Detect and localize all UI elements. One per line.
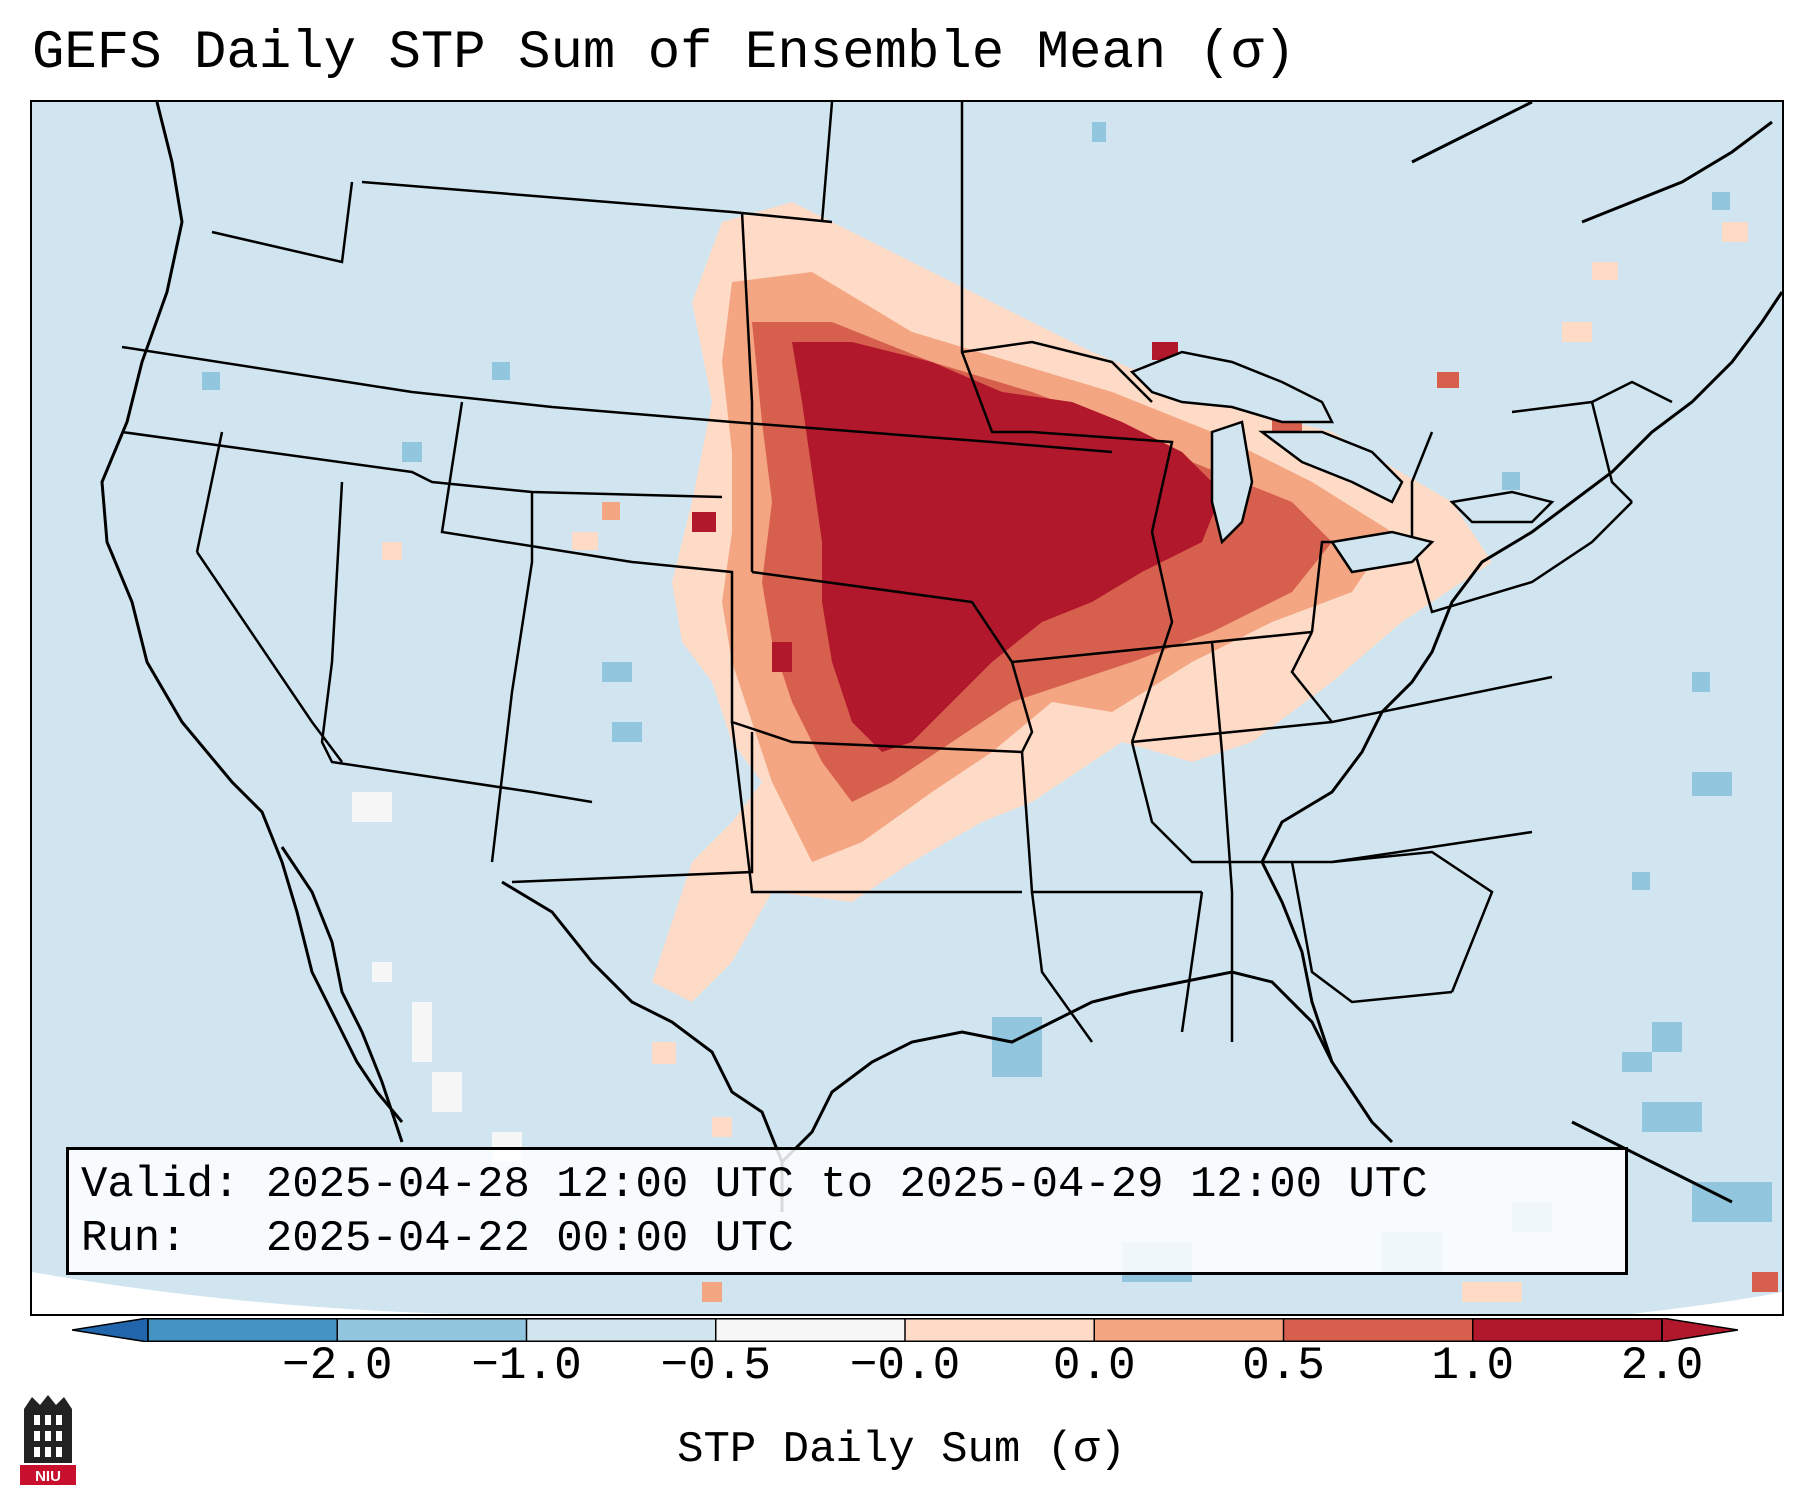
anomaly-field	[202, 122, 1778, 1302]
run-value: 2025-04-22 00:00 UTC	[265, 1214, 794, 1264]
valid-row: Valid: 2025-04-28 12:00 UTC to 2025-04-2…	[81, 1158, 1613, 1212]
projection-edge	[32, 1272, 452, 1314]
great-lakes	[1129, 350, 1555, 574]
colorbar-segment	[715, 1318, 905, 1342]
niu-logo-text: NIU	[35, 1468, 61, 1485]
colorbar	[72, 1318, 1738, 1342]
run-label: Run:	[81, 1214, 187, 1264]
niu-logo-band	[20, 1465, 76, 1485]
colorbar-segment	[1094, 1318, 1284, 1342]
colorbar-tick-label: −2.0	[282, 1340, 393, 1392]
valid-label: Valid:	[81, 1160, 240, 1210]
colorbar-segment	[337, 1318, 527, 1342]
colorbar-segment	[148, 1318, 338, 1342]
colorbar-extend-low	[72, 1318, 149, 1342]
chart-title: GEFS Daily STP Sum of Ensemble Mean (σ)	[32, 23, 1296, 84]
state-borders	[121, 102, 1673, 1043]
run-row: Run: 2025-04-22 00:00 UTC	[81, 1212, 1613, 1266]
map-canvas	[32, 102, 1782, 1314]
coastlines	[100, 102, 1782, 1212]
colorbar-ticks: −2.0 −1.0 −0.5 −0.0 0.0 0.5 1.0 2.0	[0, 1340, 1803, 1400]
colorbar-segment	[1283, 1318, 1473, 1342]
colorbar-segment	[1472, 1318, 1662, 1342]
colorbar-tick-label: 2.0	[1620, 1340, 1704, 1392]
colorbar-tick-label: −0.0	[849, 1340, 961, 1392]
map-panel[interactable]	[30, 100, 1784, 1316]
niu-logo-icon: NIU	[20, 1395, 76, 1485]
colorbar-segment	[526, 1318, 716, 1342]
colorbar-tick-label: 1.0	[1431, 1340, 1515, 1392]
colorbar-tick-label: 0.5	[1242, 1340, 1325, 1392]
colorbar-tick-label: −1.0	[471, 1340, 582, 1392]
colorbar-tick-label: 0.0	[1052, 1340, 1136, 1392]
projection-edge-right	[1632, 1292, 1782, 1314]
colorbar-extend-high	[1661, 1318, 1738, 1342]
colorbar-label: STP Daily Sum (σ)	[677, 1425, 1126, 1475]
colorbar-segment	[905, 1318, 1095, 1342]
validity-info-box: Valid: 2025-04-28 12:00 UTC to 2025-04-2…	[66, 1147, 1628, 1275]
valid-value: 2025-04-28 12:00 UTC to 2025-04-29 12:00…	[265, 1160, 1428, 1210]
colorbar-tick-label: −0.5	[660, 1340, 771, 1392]
